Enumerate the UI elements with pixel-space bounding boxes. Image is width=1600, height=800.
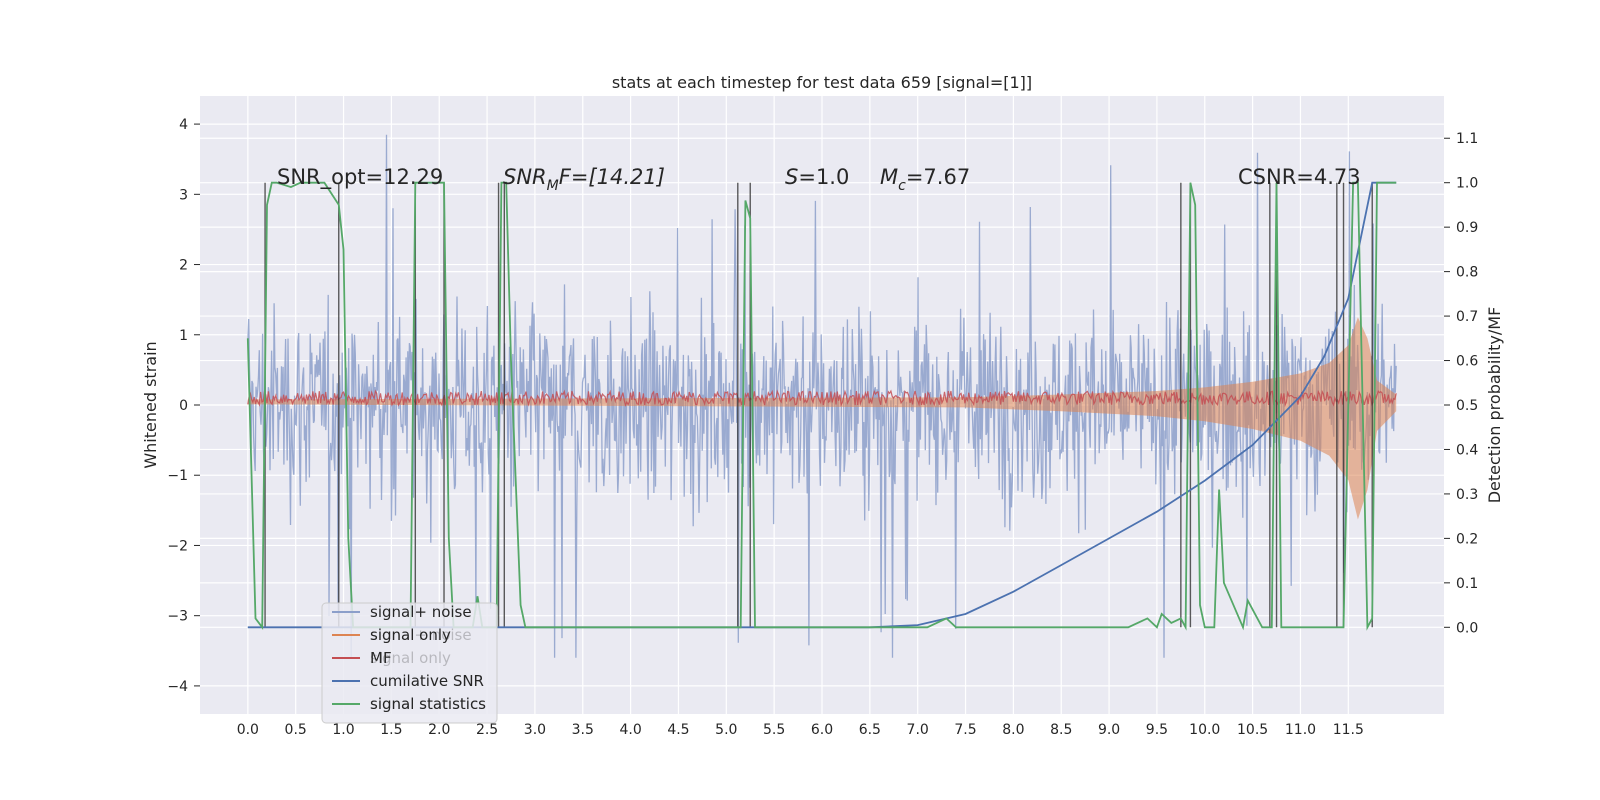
x-tick-label: 10.0	[1189, 722, 1220, 738]
right-y-axis-label: Detection probability/MF	[1485, 307, 1504, 504]
right-y-tick-label: 0.3	[1456, 487, 1478, 503]
left-y-tick-label: 3	[179, 187, 188, 203]
x-tick-label: 10.5	[1237, 722, 1268, 738]
right-y-axis-ticks: 0.0 0.1 0.2 0.3 0.4 0.5 0.6 0.7 0.8 0.9 1.0 1.1	[1444, 131, 1478, 636]
left-y-axis-ticks: −4 −3 −2 −1 0 1 2 3 4	[167, 117, 200, 695]
legend-label: signal+ noise	[370, 603, 472, 621]
legend-label: cumilative SNR	[370, 672, 484, 690]
series-signal-statistics	[246, 181, 1397, 631]
x-tick-label: 6.5	[859, 722, 881, 738]
series-mf	[247, 389, 1397, 408]
x-tick-label: 5.0	[715, 722, 737, 738]
left-y-tick-label: 4	[179, 117, 188, 133]
x-tick-label: 4.0	[619, 722, 641, 738]
left-y-tick-label: −3	[167, 609, 188, 625]
legend-faded-text: signal+ noise signal only signal statist…	[370, 626, 486, 713]
series-layer	[246, 134, 1397, 658]
x-tick-label: 7.0	[907, 722, 929, 738]
annotation-s: S=1.0	[785, 165, 849, 189]
legend-faded-signal-noise: signal+ noise	[370, 626, 472, 644]
right-y-tick-label: 1.1	[1456, 131, 1478, 147]
x-tick-label: 6.0	[811, 722, 833, 738]
annotation-mc: Mc=7.67	[880, 165, 970, 194]
right-y-tick-label: 1.0	[1456, 176, 1478, 192]
x-tick-label: 8.0	[1002, 722, 1024, 738]
annotation-csnr: CSNR=4.73	[1238, 165, 1361, 189]
legend-label: signal only	[370, 626, 451, 644]
x-tick-label: 3.5	[572, 722, 594, 738]
legend-faded-signal-only: signal only	[370, 649, 451, 667]
annotations: SNR_opt=12.29 SNRMF=[14.21] S=1.0 Mc=7.6…	[277, 165, 1361, 194]
x-tick-label: 4.5	[667, 722, 689, 738]
right-y-tick-label: 0.7	[1456, 309, 1478, 325]
right-y-tick-label: 0.4	[1456, 442, 1478, 458]
legend-box	[321, 602, 498, 724]
annotation-snr-mf: SNRMF=[14.21]	[503, 165, 665, 194]
left-y-tick-label: 2	[179, 258, 188, 274]
x-tick-label: 1.0	[332, 722, 354, 738]
annotation-snr-opt: SNR_opt=12.29	[277, 165, 443, 190]
x-tick-label: 11.0	[1285, 722, 1316, 738]
right-y-tick-label: 0.6	[1456, 354, 1478, 370]
chart-title: stats at each timestep for test data 659…	[612, 73, 1032, 92]
x-tick-label: 8.5	[1050, 722, 1072, 738]
left-y-tick-label: −2	[167, 538, 188, 554]
legend-faded-signal-statistics: signal statistics	[370, 695, 486, 713]
right-y-tick-label: 0.5	[1456, 398, 1478, 414]
right-y-tick-label: 0.9	[1456, 220, 1478, 236]
left-y-tick-label: 1	[179, 328, 188, 344]
right-y-tick-label: 0.8	[1456, 265, 1478, 281]
legend-label: signal statistics	[370, 695, 486, 713]
x-tick-label: 2.0	[428, 722, 450, 738]
x-tick-label: 7.5	[954, 722, 976, 738]
x-axis-ticks: 0.0 0.5 1.0 1.5 2.0 2.5 3.0 3.5 4.0 4.5 5.0 5.5 6.0 6…	[237, 722, 1364, 738]
series-cumulative-snr	[247, 181, 1397, 629]
x-tick-label: 1.5	[380, 722, 402, 738]
x-tick-label: 3.0	[524, 722, 546, 738]
x-tick-label: 11.5	[1333, 722, 1364, 738]
x-tick-label: 0.0	[237, 722, 259, 738]
x-tick-label: 0.5	[285, 722, 307, 738]
left-y-axis-label: Whitened strain	[141, 341, 160, 468]
right-y-tick-label: 0.0	[1456, 620, 1478, 636]
left-y-tick-label: −4	[167, 679, 188, 695]
right-y-tick-label: 0.1	[1456, 576, 1478, 592]
legend-label: MF	[370, 649, 392, 667]
left-y-tick-label: 0	[179, 398, 188, 414]
x-tick-label: 2.5	[476, 722, 498, 738]
x-tick-label: 9.0	[1098, 722, 1120, 738]
x-tick-label: 9.5	[1146, 722, 1168, 738]
left-y-tick-label: −1	[167, 468, 188, 484]
right-y-tick-label: 0.2	[1456, 531, 1478, 547]
legend: signal+ noise signal only signal statist…	[321, 602, 498, 724]
x-tick-label: 5.5	[763, 722, 785, 738]
